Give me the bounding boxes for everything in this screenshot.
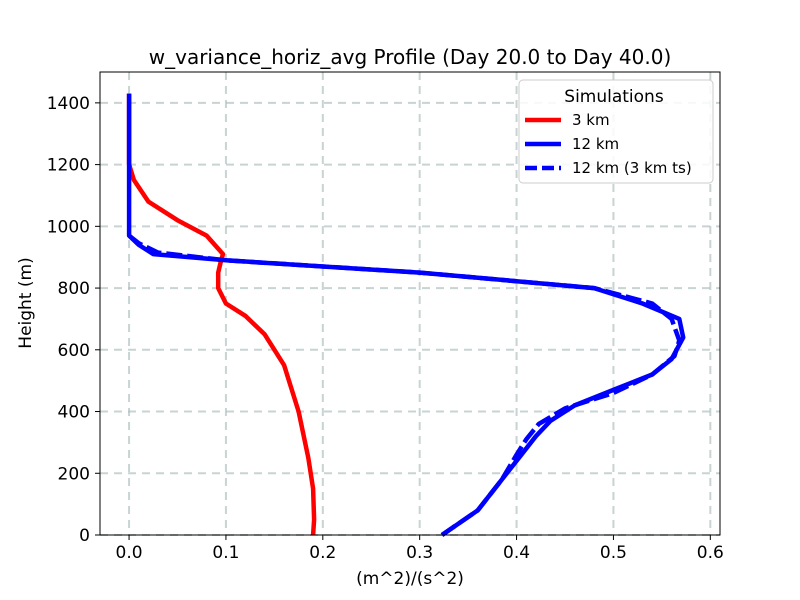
legend-entries: 3 km 12 km 12 km (3 km ts)	[525, 111, 692, 177]
legend-label-12-km: 12 km	[572, 135, 619, 153]
legend-box	[518, 79, 714, 184]
x-tick-label: 0.3	[406, 543, 433, 563]
x-tick-label: 0.2	[309, 543, 336, 563]
legend-title: Simulations	[564, 87, 664, 107]
y-tick-label: 200	[58, 464, 90, 484]
axis-ticks: 0.0 0.1 0.2 0.3 0.4 0.5 0.6 0 200 400 600 800 1000 12…	[47, 94, 724, 563]
x-tick-label: 0.4	[503, 543, 530, 563]
series-line-12-km-3-km-ts	[127, 233, 682, 537]
series-lines	[126, 93, 686, 537]
y-tick-label: 1200	[47, 156, 90, 176]
y-tick-label: 400	[58, 403, 90, 423]
plot-frame	[99, 71, 721, 536]
legend-label-3-km: 3 km	[572, 111, 610, 129]
y-tick-label: 1000	[47, 217, 90, 237]
y-tick-label: 1400	[47, 94, 90, 114]
x-tick-label: 0.6	[697, 543, 724, 563]
legend-label-12-km-3-km-ts: 12 km (3 km ts)	[572, 159, 692, 177]
legend: Simulations 3 km 12 km 12 km (3 km ts)	[518, 79, 714, 184]
x-tick-label: 0.0	[116, 543, 143, 563]
x-tick-label: 0.5	[600, 543, 627, 563]
y-tick-label: 600	[58, 341, 90, 361]
y-tick-label: 800	[58, 279, 90, 299]
series-line-3-km	[126, 93, 317, 536]
y-axis-label: Height (m)	[16, 257, 36, 348]
chart-title: w_variance_horiz_avg Profile (Day 20.0 t…	[149, 45, 672, 69]
y-tick-label: 0	[79, 526, 90, 546]
x-axis-label: (m^2)/(s^2)	[356, 569, 464, 589]
x-tick-label: 0.1	[212, 543, 239, 563]
